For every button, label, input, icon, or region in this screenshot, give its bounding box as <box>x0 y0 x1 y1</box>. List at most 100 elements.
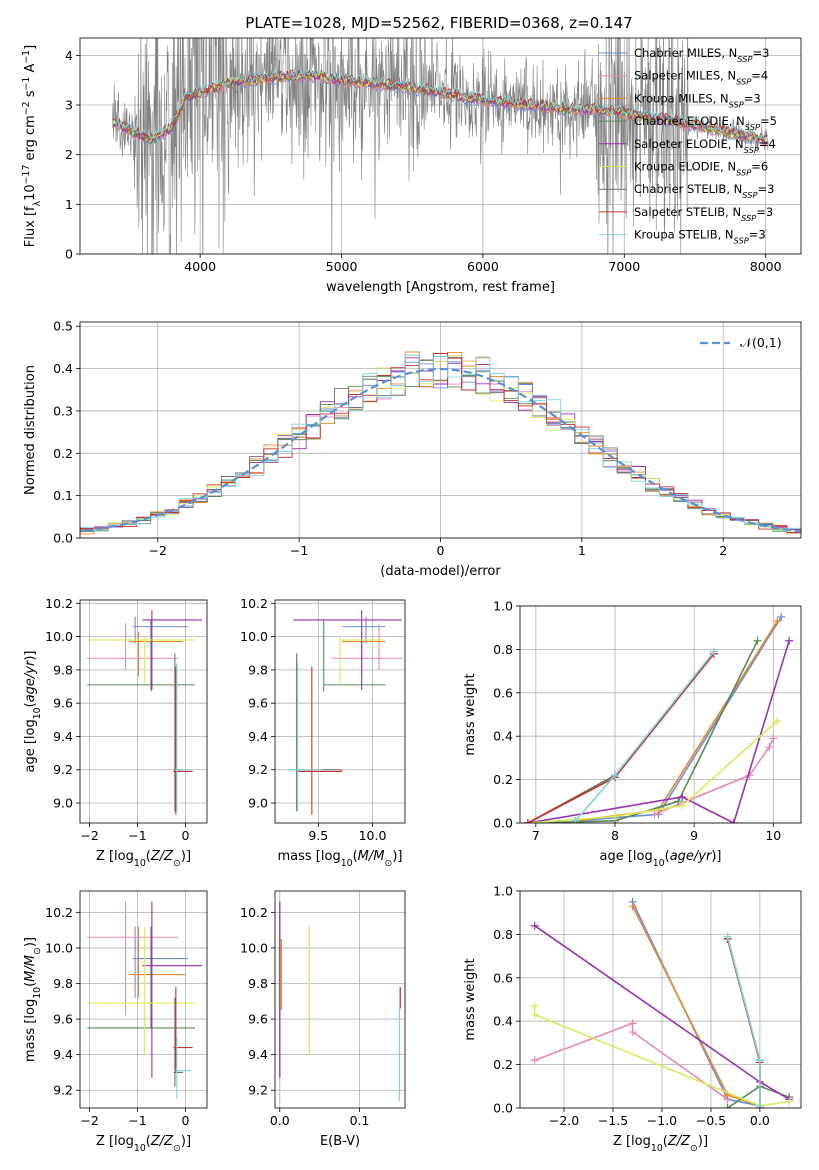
y-tick-label: 1.0 <box>493 599 513 614</box>
age-vs-metallicity-panel: −2 −1 0 9.0 9.2 9.4 9.6 9.8 10.0 10.2 Z [log10(Z/Z… <box>23 596 208 869</box>
y-tick-label: 9.2 <box>248 762 268 777</box>
axes-frame <box>519 605 802 824</box>
x-tick-label: −1 <box>128 1113 146 1128</box>
x-axis-label: E(B-V) <box>320 1134 360 1149</box>
weight-line-chabrier-stelib <box>726 938 761 1108</box>
legend-entry-chabrier-stelib: Chabrier STELIB, NSSP=3 <box>634 182 774 200</box>
plot-area <box>288 609 403 815</box>
y-tick-label: 9.8 <box>53 976 73 991</box>
legend-entry-salpeter-miles: Salpeter MILES, NSSP=4 <box>634 69 768 87</box>
x-tick-label: 0 <box>181 1113 189 1128</box>
y-tick-label: 0.4 <box>53 361 73 376</box>
y-tick-label: 9.4 <box>53 1047 73 1062</box>
weight-point-kroupa-stelib <box>755 1056 764 1065</box>
weight-point-salpeter-miles <box>650 810 659 819</box>
y-tick-label: 10.2 <box>45 596 73 611</box>
weight-line-chabrier-miles <box>575 616 782 822</box>
y-tick-label: 9.8 <box>248 662 268 677</box>
mass-weight-vs-age-panel: 7 8 9 10 0.0 0.2 0.4 0.6 0.8 1.0 age [log10(age/yr… <box>463 599 802 869</box>
x-tick-label: 0.1 <box>350 1113 370 1128</box>
legend-entry-kroupa-elodie: Kroupa ELODIE, NSSP=6 <box>634 160 768 178</box>
observed-spectrum <box>112 38 769 254</box>
axes-frame <box>274 890 406 1109</box>
x-tick-label: −1.0 <box>647 1113 677 1128</box>
x-tick-label: 10.0 <box>359 828 387 843</box>
x-axis-label: Z [log10(Z/Z⊙)] <box>96 1134 191 1154</box>
y-tick-label: 9.2 <box>53 762 73 777</box>
x-tick-label: 5000 <box>326 259 358 274</box>
weight-line-salpeter-miles <box>654 738 775 816</box>
y-tick-label: 0.6 <box>493 970 513 985</box>
weight-point-kroupa-elodie <box>785 1097 794 1106</box>
grid-lines <box>520 890 801 1109</box>
plot-area <box>87 609 203 815</box>
y-tick-label: 0.0 <box>493 816 513 831</box>
mass-vs-metallicity-panel: −2 −1 0 9.2 9.4 9.6 9.8 10.0 10.2 Z [log10(Z/Z⊙)]… <box>23 890 208 1154</box>
legend-entry-salpeter-stelib: Salpeter STELIB, NSSP=3 <box>634 205 773 223</box>
x-tick-label: −2.0 <box>549 1113 579 1128</box>
figure-title: PLATE=1028, MJD=52562, FIBERID=0368, z=0… <box>245 14 632 32</box>
age-vs-mass-panel: 9.5 10.0 9.0 9.2 9.4 9.6 9.8 10.0 10.2 mass [log1… <box>240 596 406 869</box>
y-tick-label: 9.4 <box>248 1047 268 1062</box>
weight-point-chabrier-elodie <box>674 797 683 806</box>
weight-point-kroupa-stelib <box>709 647 718 656</box>
y-tick-label: 10.0 <box>45 940 73 955</box>
x-tick-label: 6000 <box>467 259 499 274</box>
y-tick-label: 9.0 <box>53 796 73 811</box>
x-tick-label: 0 <box>181 828 189 843</box>
y-tick-label: 0.2 <box>53 446 73 461</box>
legend-entry-chabrier-elodie: Chabrier ELODIE, NSSP=5 <box>634 114 777 132</box>
y-tick-label: 9.4 <box>248 729 268 744</box>
weight-point-kroupa-elodie <box>678 801 687 810</box>
y-tick-label: 9.0 <box>248 796 268 811</box>
grid-lines <box>520 605 801 824</box>
plot-area <box>279 901 401 1101</box>
weight-line-chabrier-miles <box>631 901 761 1107</box>
y-axis-label: mass [log10(M/M⊙)] <box>23 937 43 1062</box>
y-axis-label: mass weight <box>463 958 478 1040</box>
plot-area <box>523 612 794 823</box>
mass-weight-vs-metallicity-panel: −2.0 −1.5 −1.0 −0.5 0.0 0.0 0.2 0.4 0.6 0.8 1.0 Z [… <box>463 884 802 1154</box>
y-tick-label: 4 <box>65 48 73 63</box>
weight-line-kroupa-miles <box>575 620 778 822</box>
x-tick-label: 9 <box>690 828 698 843</box>
x-tick-label: −0.5 <box>696 1113 726 1128</box>
y-tick-label: 0.5 <box>53 319 73 334</box>
y-tick-label: 0.2 <box>493 772 513 787</box>
x-tick-label: 8000 <box>750 259 782 274</box>
x-tick-label: 0 <box>437 543 445 558</box>
x-tick-label: 10 <box>765 828 781 843</box>
plot-area <box>112 38 769 254</box>
weight-point-kroupa-elodie <box>773 717 782 726</box>
model-spectrum-chabrier-miles <box>112 72 768 147</box>
legend-entry-chabrier-miles: Chabrier MILES, NSSP=3 <box>634 46 769 64</box>
x-tick-label: −2 <box>149 543 167 558</box>
y-tick-label: 10.2 <box>240 905 268 920</box>
axes-frame <box>79 599 208 824</box>
y-tick-label: 0 <box>65 247 73 262</box>
y-tick-label: 9.6 <box>53 1012 73 1027</box>
axes-frame <box>79 890 208 1109</box>
legend-entry-kroupa-stelib: Kroupa STELIB, NSSP=3 <box>634 228 766 246</box>
weight-line-kroupa-elodie <box>533 1006 790 1107</box>
weight-point-salpeter-stelib <box>523 819 532 823</box>
weight-line-chabrier-stelib <box>527 653 715 823</box>
weight-point-salpeter-miles <box>628 1028 637 1037</box>
y-tick-label: 0.8 <box>493 927 513 942</box>
x-tick-label: 0.0 <box>270 1113 290 1128</box>
plot-area <box>530 897 794 1108</box>
y-tick-label: 1 <box>65 197 73 212</box>
histogram-chabrier-miles <box>80 361 801 533</box>
y-axis-label: mass weight <box>463 673 478 755</box>
grid-lines <box>80 600 207 823</box>
axes-frame <box>519 890 802 1109</box>
y-tick-label: 0.3 <box>53 403 73 418</box>
weight-point-kroupa-stelib <box>755 1101 764 1108</box>
weight-line-salpeter-elodie <box>527 640 790 823</box>
y-tick-label: 3 <box>65 98 73 113</box>
weight-point-salpeter-miles <box>628 1019 637 1028</box>
weight-point-kroupa-elodie <box>530 1010 539 1019</box>
x-tick-label: 9.5 <box>308 828 328 843</box>
x-axis-label: Z [log10(Z/Z⊙)] <box>613 1134 708 1154</box>
